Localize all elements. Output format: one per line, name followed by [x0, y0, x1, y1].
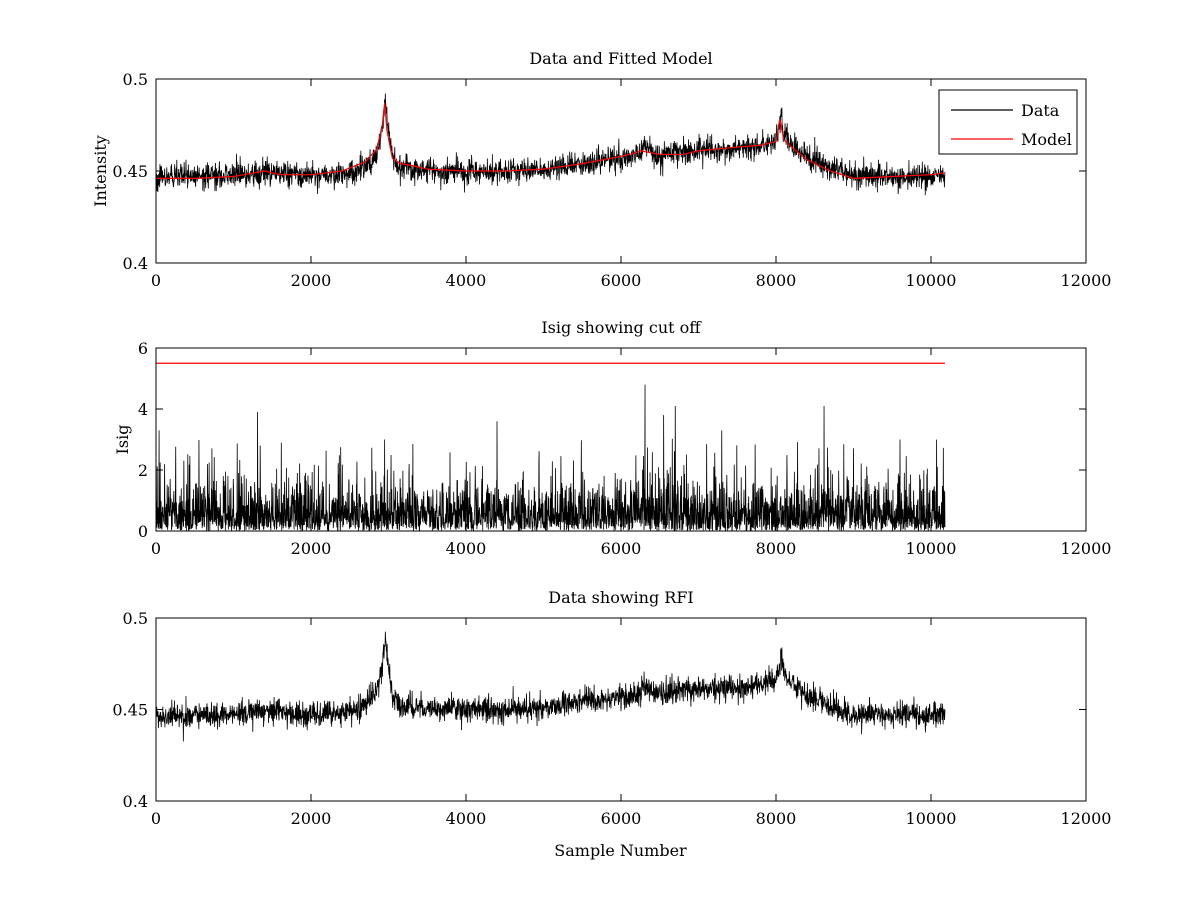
x-axis-label: Sample Number — [554, 841, 687, 860]
y-tick-label: 0.4 — [123, 254, 148, 273]
x-tick-label: 4000 — [446, 539, 487, 558]
x-tick-label: 12000 — [1061, 271, 1112, 290]
axes-1: 0 2000 4000 6000 8000 10000 12000 0.4 0.45 0.5 Dat… — [91, 49, 1111, 290]
x-tick-label: 2000 — [291, 809, 332, 828]
axes-title: Data showing RFI — [548, 588, 693, 607]
y-tick-label: 0.5 — [123, 70, 148, 89]
y-tick-label: 0.45 — [112, 701, 148, 720]
x-tick-label: 8000 — [756, 271, 797, 290]
series-data — [156, 631, 946, 742]
x-tick-label: 6000 — [601, 271, 642, 290]
legend-label: Model — [1021, 130, 1072, 149]
series-model — [156, 102, 946, 179]
legend-label: Data — [1021, 101, 1060, 120]
y-tick-label: 4 — [138, 400, 148, 419]
legend-box — [938, 89, 1078, 155]
x-tick-label: 12000 — [1061, 539, 1112, 558]
axes-root: 0 2000 4000 6000 8000 10000 120000.40.450.5Dat… — [91, 49, 1111, 828]
x-tick-label: 6000 — [601, 809, 642, 828]
legend: Data Model — [938, 89, 1078, 155]
axes-2: 0 2000 4000 6000 8000 10000 12000 0 2 4 6 Isig show… — [113, 318, 1111, 558]
x-tick-label: 0 — [151, 809, 161, 828]
y-axis-label: Isig — [113, 425, 132, 455]
x-tick-label: 8000 — [756, 809, 797, 828]
x-tick-label: 10000 — [906, 539, 957, 558]
x-tick-label: 10000 — [906, 809, 957, 828]
y-tick-label: 6 — [138, 339, 148, 358]
plot-area — [156, 631, 946, 742]
y-tick-label: 0.4 — [123, 792, 148, 811]
axes-3: 0 2000 4000 6000 8000 10000 12000 0.4 0.45 0.5 Dat… — [112, 588, 1111, 828]
y-tick-label: 0.5 — [123, 609, 148, 628]
axes-title: Isig showing cut off — [541, 318, 702, 337]
x-tick-label: 8000 — [756, 539, 797, 558]
y-tick-label: 2 — [138, 461, 148, 480]
x-tick-label: 0 — [151, 271, 161, 290]
x-tick-label: 4000 — [446, 271, 487, 290]
x-tick-label: 0 — [151, 539, 161, 558]
series-isig — [156, 384, 946, 531]
x-tick-label: 10000 — [906, 271, 957, 290]
axes-title: Data and Fitted Model — [529, 49, 712, 68]
x-tick-label: 4000 — [446, 809, 487, 828]
x-tick-label: 12000 — [1061, 809, 1112, 828]
x-tick-label: 2000 — [291, 271, 332, 290]
x-tick-label: 2000 — [291, 539, 332, 558]
y-axis-label: Intensity — [91, 135, 110, 207]
x-tick-label: 6000 — [601, 539, 642, 558]
plot-area — [156, 362, 946, 531]
y-tick-label: 0 — [138, 522, 148, 541]
plot-area — [156, 93, 946, 196]
y-tick-label: 0.45 — [112, 162, 148, 181]
